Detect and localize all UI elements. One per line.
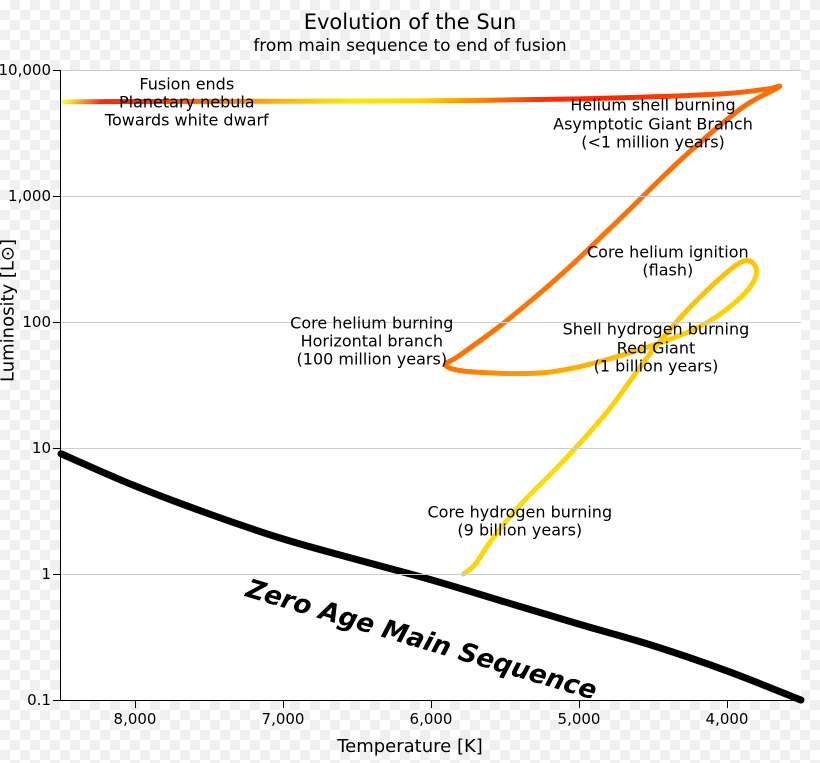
- y-tick-label: 1,000: [8, 187, 61, 205]
- y-tick-label: 10,000: [0, 61, 61, 79]
- chart-subtitle: from main sequence to end of fusion: [0, 36, 820, 56]
- x-tick-label: 8,000: [114, 700, 157, 728]
- annotation-shell-h-burn: Shell hydrogen burningRed Giant(1 billio…: [563, 321, 750, 376]
- y-tick-label: 100: [22, 313, 61, 331]
- chart-title: Evolution of the Sun: [0, 10, 820, 34]
- gridline: [61, 574, 801, 575]
- y-tick-label: 10: [32, 439, 61, 457]
- plot-svg: [61, 70, 801, 700]
- zams-curve: [61, 454, 801, 700]
- x-axis-title: Temperature [K]: [0, 736, 820, 757]
- x-tick-label: 5,000: [558, 700, 601, 728]
- x-tick-label: 6,000: [410, 700, 453, 728]
- gridline: [61, 196, 801, 197]
- annotation-he-shell-burn: Helium shell burningAsymptotic Giant Bra…: [553, 97, 753, 152]
- y-tick-label: 0.1: [27, 691, 61, 709]
- gridline: [61, 70, 801, 71]
- y-axis-title: Luminosity [L⊙]: [0, 238, 19, 381]
- annotation-core-he-flash: Core helium ignition(flash): [587, 243, 749, 280]
- x-tick-label: 4,000: [706, 700, 749, 728]
- x-tick-label: 7,000: [262, 700, 305, 728]
- annotation-core-h-burn: Core hydrogen burning(9 billion years): [427, 503, 612, 540]
- plot-area: Zero Age Main Sequence 0.11101001,00010,…: [60, 70, 801, 701]
- annotation-core-he-burn: Core helium burningHorizontal branch(100…: [290, 314, 453, 369]
- y-tick-label: 1: [41, 565, 61, 583]
- gridline: [61, 448, 801, 449]
- annotation-fusion-ends: Fusion endsPlanetary nebulaTowards white…: [105, 75, 269, 130]
- hr-diagram: Evolution of the Sun from main sequence …: [0, 0, 820, 763]
